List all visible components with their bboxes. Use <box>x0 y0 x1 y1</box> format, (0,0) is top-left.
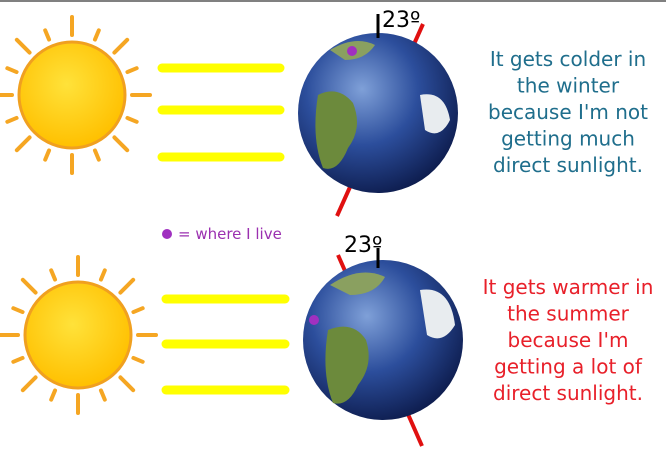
ray <box>101 270 105 279</box>
seasons-diagram: 23º 23º = where I live It gets colder in… <box>0 0 666 449</box>
ray <box>95 150 99 159</box>
caption-line: direct sunlight. <box>493 153 643 177</box>
ray <box>120 377 133 390</box>
caption-line: the winter <box>517 74 620 98</box>
caption-line: direct sunlight. <box>493 381 643 405</box>
ray <box>120 280 133 293</box>
ray <box>7 68 16 72</box>
home-marker <box>347 46 357 56</box>
caption-line: It gets warmer in <box>483 275 654 299</box>
angle-label: 23º <box>344 233 382 258</box>
sun <box>25 282 131 388</box>
ray <box>7 118 16 122</box>
legend-marker <box>162 229 172 239</box>
ray <box>51 390 55 399</box>
caption-line: It gets colder in <box>490 47 646 71</box>
ray <box>17 40 30 53</box>
legend-label: = where I live <box>178 225 282 243</box>
ray <box>114 40 127 53</box>
ray <box>45 30 49 39</box>
home-marker <box>309 315 319 325</box>
ray <box>45 150 49 159</box>
caption-line: the summer <box>507 302 630 326</box>
ray <box>23 377 36 390</box>
ray <box>114 137 127 150</box>
ray <box>133 308 142 312</box>
ray <box>133 358 142 362</box>
ray <box>101 390 105 399</box>
ray <box>23 280 36 293</box>
caption-line: getting much <box>501 127 635 151</box>
ray <box>17 137 30 150</box>
ray <box>127 68 136 72</box>
ray <box>13 358 22 362</box>
caption-line: because I'm <box>508 328 629 352</box>
caption-line: because I'm not <box>488 100 648 124</box>
ray <box>13 308 22 312</box>
sun <box>19 42 125 148</box>
caption-line: getting a lot of <box>494 355 643 379</box>
angle-label: 23º <box>382 8 420 33</box>
ray <box>95 30 99 39</box>
ray <box>51 270 55 279</box>
ray <box>127 118 136 122</box>
